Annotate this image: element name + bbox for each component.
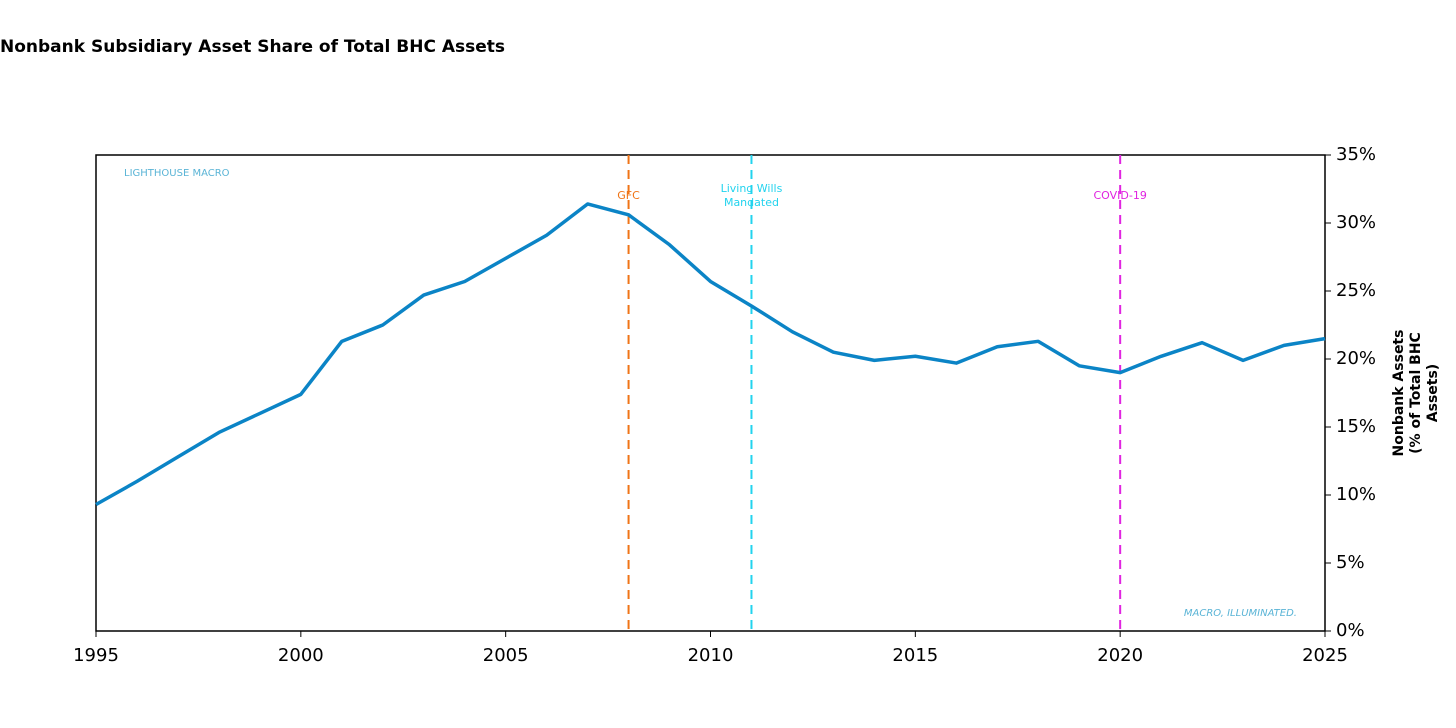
x-tick-label: 1995 xyxy=(73,645,119,666)
x-tick-label: 2020 xyxy=(1097,645,1143,666)
x-tick-label: 2025 xyxy=(1302,645,1348,666)
y-tick-label: 10% xyxy=(1336,484,1376,505)
watermark: LIGHTHOUSE MACRO xyxy=(124,168,230,179)
data-line xyxy=(95,202,1326,507)
plot-frame xyxy=(95,154,1326,632)
y-tick-label: 0% xyxy=(1336,620,1365,641)
y-tick-label: 20% xyxy=(1336,348,1376,369)
event-label: Living Wills xyxy=(721,182,783,195)
chart-title: Nonbank Subsidiary Asset Share of Total … xyxy=(0,37,505,57)
y-tick-label: 30% xyxy=(1336,212,1376,233)
y-tick-label: 25% xyxy=(1336,280,1376,301)
x-tick-label: 2005 xyxy=(483,645,529,666)
x-tick-label: 2015 xyxy=(892,645,938,666)
y-axis-label-line: Nonbank Assets xyxy=(1391,330,1407,457)
x-tick-label: 2000 xyxy=(278,645,324,666)
y-axis-label: Nonbank Assets(% of Total BHCAssets) xyxy=(1391,330,1441,457)
y-axis-label-line: (% of Total BHC xyxy=(1408,332,1424,454)
event-label: COVID-19 xyxy=(1093,189,1146,202)
x-tick-label: 2010 xyxy=(688,645,734,666)
y-tick-label: 35% xyxy=(1336,144,1376,165)
y-axis-label-line: Assets) xyxy=(1425,364,1441,422)
event-label: Mandated xyxy=(724,196,779,209)
y-tick-label: 15% xyxy=(1336,416,1376,437)
event-label: GFC xyxy=(617,189,640,202)
y-tick-label: 5% xyxy=(1336,552,1365,573)
watermark: MACRO, ILLUMINATED. xyxy=(1184,608,1297,619)
